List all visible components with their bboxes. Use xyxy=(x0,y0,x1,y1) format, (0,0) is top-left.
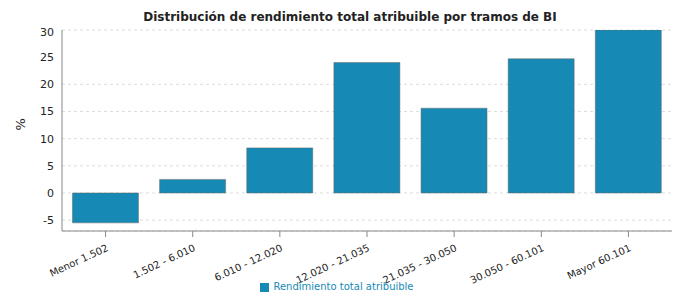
svg-text:25: 25 xyxy=(40,51,54,64)
svg-text:0: 0 xyxy=(47,187,54,200)
svg-text:30: 30 xyxy=(40,26,54,39)
svg-text:5: 5 xyxy=(47,160,54,173)
svg-text:6.010 - 12.020: 6.010 - 12.020 xyxy=(213,242,284,283)
svg-text:1.502 - 6.010: 1.502 - 6.010 xyxy=(131,242,197,280)
svg-text:30.050 - 60.101: 30.050 - 60.101 xyxy=(468,242,545,286)
svg-text:Menor 1.502: Menor 1.502 xyxy=(48,242,110,279)
svg-text:10: 10 xyxy=(40,133,54,146)
svg-text:15: 15 xyxy=(40,105,54,118)
html-text:Rendimiento total atribuible: Rendimiento total atribuible xyxy=(273,281,414,292)
svg-text:21.035 - 30.050: 21.035 - 30.050 xyxy=(381,242,458,286)
svg-text:%: % xyxy=(13,118,28,130)
svg-text:12.020 - 21.035: 12.020 - 21.035 xyxy=(294,242,371,286)
svg-text:20: 20 xyxy=(40,78,54,91)
svg-text:-5: -5 xyxy=(43,214,54,227)
html-text:Distribución de rendimiento to: Distribución de rendimiento total atribu… xyxy=(143,10,557,24)
svg-text:Mayor 60.101: Mayor 60.101 xyxy=(565,242,632,281)
